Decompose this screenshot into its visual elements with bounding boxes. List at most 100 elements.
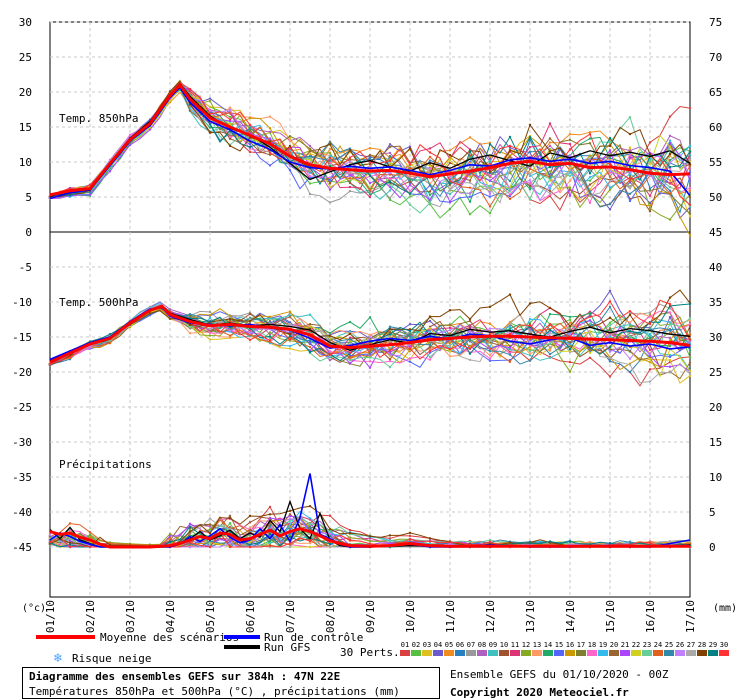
ensemble-point: [228, 106, 232, 109]
ensemble-point: [608, 375, 612, 378]
y-left-tick-label: -20: [12, 366, 32, 379]
ensemble-point: [348, 181, 352, 185]
ensemble-point: [628, 321, 632, 324]
ensemble-point: [228, 521, 232, 525]
ensemble-point: [608, 541, 612, 545]
ensemble-point: [568, 328, 572, 331]
ensemble-point: [88, 531, 92, 534]
ensemble-point: [348, 356, 352, 359]
ensemble-point: [588, 356, 592, 359]
y-right-tick-label: 45: [709, 226, 722, 239]
pert-swatch: [400, 650, 410, 656]
ensemble-point: [528, 330, 532, 333]
ensemble-point: [348, 330, 352, 333]
ensemble-point: [308, 545, 312, 549]
ensemble-point: [328, 542, 332, 546]
x-date-label: 11/10: [444, 600, 457, 633]
ensemble-point: [288, 344, 292, 348]
ensemble-point: [328, 545, 332, 549]
y-right-tick-label: 60: [709, 121, 722, 134]
pert-number-label: 04: [434, 641, 442, 649]
ensemble-point: [648, 163, 652, 166]
ensemble-point: [548, 175, 552, 179]
ensemble-point: [528, 352, 532, 355]
ensemble-point: [568, 370, 572, 373]
ensemble-point: [588, 142, 592, 145]
legend-snow-label: Risque neige: [72, 652, 151, 665]
ensemble-point: [328, 141, 332, 144]
ensemble-point: [448, 180, 452, 183]
ensemble-point: [288, 136, 292, 140]
ensemble-point: [408, 145, 412, 148]
ensemble-point: [668, 353, 672, 357]
ensemble-point: [428, 147, 432, 150]
ensemble-point: [208, 331, 212, 335]
ensemble-point: [448, 182, 452, 185]
ensemble-point: [248, 317, 252, 321]
ensemble-point: [128, 143, 132, 147]
ensemble-point: [568, 132, 572, 136]
ensemble-point: [348, 160, 352, 163]
ensemble-point: [308, 341, 312, 345]
y-right-tick-label: 5: [709, 506, 716, 519]
ensemble-point: [648, 322, 652, 326]
ensemble-point: [428, 155, 432, 159]
chart-subtitle: Températures 850hPa et 500hPa (°C) , pré…: [29, 685, 400, 698]
ensemble-point: [288, 519, 292, 523]
ensemble-point: [288, 513, 292, 516]
ensemble-point: [548, 328, 552, 332]
ensemble-point: [568, 318, 572, 321]
ensemble-point: [688, 163, 692, 166]
ensemble-point: [268, 315, 272, 318]
ensemble-point: [68, 522, 72, 525]
ensemble-point: [288, 509, 292, 513]
ensemble-point: [288, 517, 292, 520]
ensemble-point: [688, 150, 692, 153]
ensemble-point: [468, 338, 472, 341]
ensemble-point: [448, 323, 452, 326]
ensemble-point: [288, 535, 292, 539]
ensemble-point: [448, 541, 452, 544]
ensemble-point: [548, 149, 552, 153]
y-left-tick-label: 20: [19, 86, 32, 99]
ensemble-point: [288, 338, 292, 341]
ensemble-point: [328, 161, 332, 164]
ensemble-point: [368, 356, 372, 359]
y-right-tick-label: 25: [709, 366, 722, 379]
ensemble-point: [268, 153, 272, 157]
ensemble-point: [548, 170, 552, 173]
ensemble-point: [508, 348, 512, 351]
ensemble-point: [348, 320, 352, 324]
ensemble-point: [608, 141, 612, 144]
ensemble-point: [348, 177, 352, 180]
pert-swatch: [576, 650, 586, 656]
ensemble-point: [548, 192, 552, 195]
ensemble-point: [408, 332, 412, 335]
ensemble-point: [408, 323, 412, 326]
pert-swatch: [466, 650, 476, 656]
ensemble-point: [608, 208, 612, 211]
ensemble-point: [228, 329, 232, 332]
ensemble-point: [268, 505, 272, 509]
ensemble-point: [208, 523, 212, 526]
ensemble-point: [508, 541, 512, 544]
ensemble-point: [288, 315, 292, 318]
ensemble-point: [488, 195, 492, 198]
ensemble-point: [288, 139, 292, 143]
ensemble-point: [268, 137, 272, 140]
ensemble-point: [308, 174, 312, 178]
ensemble-point: [228, 144, 232, 148]
ensemble-point: [408, 329, 412, 333]
ensemble-point: [408, 147, 412, 150]
ensemble-point: [668, 185, 672, 189]
y-right-tick-label: 40: [709, 261, 722, 274]
ensemble-point: [468, 317, 472, 321]
ensemble-point: [328, 156, 332, 160]
ensemble-point: [348, 351, 352, 355]
ensemble-point: [488, 211, 492, 215]
y-left-tick-label: -30: [12, 436, 32, 449]
ensemble-point: [248, 150, 252, 154]
ensemble-point: [248, 521, 252, 524]
ensemble-point: [468, 179, 472, 182]
ensemble-point: [308, 325, 312, 328]
